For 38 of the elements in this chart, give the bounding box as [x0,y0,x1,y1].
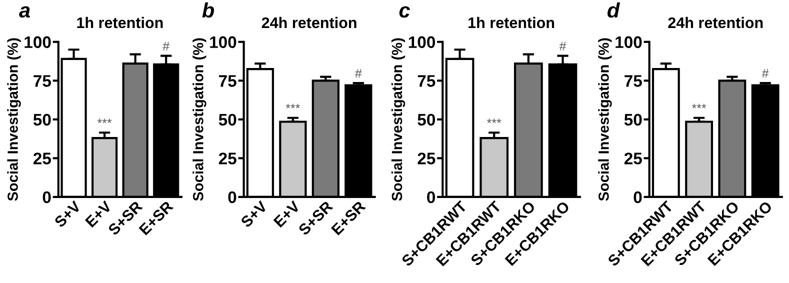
y-tick-label: 50 [624,114,642,126]
chart-title: 24h retention [668,16,763,28]
chart-title: 1h retention [77,16,163,28]
y-tick-label: 75 [34,75,51,87]
chart-title: 24h retention [262,16,356,28]
text: d [608,2,620,18]
y-tick-label: 0 [228,191,236,204]
y-tick-label: 75 [624,75,642,87]
y-tick-label: 100 [616,36,642,48]
y-tick-label: 25 [418,152,436,164]
y-tick-label: 75 [219,75,236,87]
text: a [19,6,30,18]
y-tick-label: 25 [33,152,51,164]
y-tick-label: 100 [210,36,236,48]
annotation: *** [487,118,502,124]
y-tick-label: 25 [218,152,236,164]
y-tick-label: 75 [418,75,436,87]
y-tick-label: 50 [33,114,51,126]
text: c [399,6,410,18]
annotation: # [559,42,566,50]
y-tick-label: 100 [408,36,436,48]
annotation: *** [286,104,300,108]
annotation: # [162,42,170,50]
y-axis-title: Social Investigation (%) [598,38,612,201]
y-tick-label: 0 [42,191,51,204]
y-tick-label: 100 [24,36,51,48]
annotation: # [354,69,362,78]
y-tick-label: 50 [418,114,436,126]
annotation: *** [97,118,112,124]
chart-title: 1h retention [468,16,554,28]
y-axis-title: Social Investigation (%) [192,38,206,201]
annotation: *** [692,104,706,108]
y-axis-title: Social Investigation (%) [391,38,406,201]
y-tick-label: 50 [218,114,236,126]
text: b [202,2,214,18]
y-axis-title: Social Investigation (%) [7,38,21,201]
annotation: # [762,69,769,78]
y-tick-label: 25 [624,152,642,164]
